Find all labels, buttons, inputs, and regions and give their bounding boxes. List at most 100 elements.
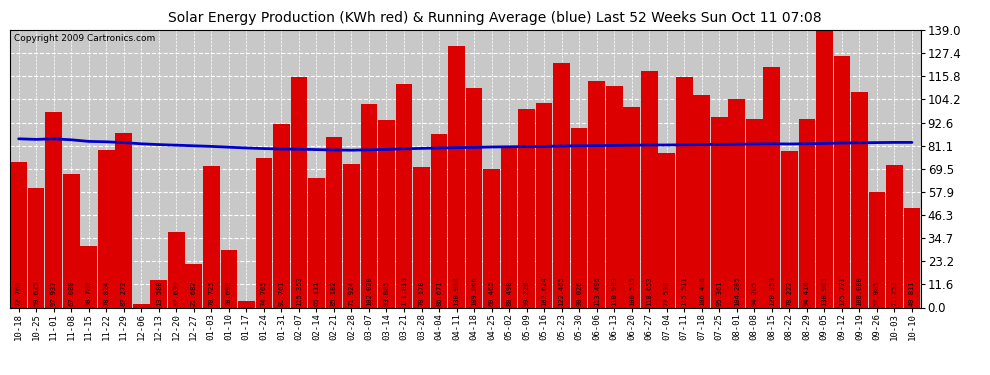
Bar	[10, 162, 27, 308]
Text: 77.538: 77.538	[663, 280, 669, 306]
Text: 94.416: 94.416	[804, 280, 810, 306]
Text: 122.465: 122.465	[558, 276, 564, 306]
Bar	[326, 138, 343, 308]
Bar	[465, 88, 482, 308]
Text: 37.639: 37.639	[173, 280, 179, 306]
Bar	[98, 150, 115, 308]
Bar	[676, 77, 693, 308]
Bar	[116, 133, 132, 308]
Text: 86.671: 86.671	[436, 280, 442, 306]
Bar	[904, 208, 921, 308]
Text: Solar Energy Production (KWh red) & Running Average (blue) Last 52 Weeks Sun Oct: Solar Energy Production (KWh red) & Runn…	[168, 11, 822, 25]
Text: 106.406: 106.406	[699, 276, 705, 306]
Bar	[658, 153, 675, 308]
Text: 87.272: 87.272	[121, 280, 127, 306]
Text: 130.988: 130.988	[453, 276, 459, 306]
Bar	[624, 107, 640, 307]
Bar	[519, 110, 535, 308]
Bar	[606, 86, 623, 308]
Bar	[221, 250, 238, 307]
Text: 115.511: 115.511	[681, 276, 687, 306]
Bar	[851, 92, 867, 308]
Text: 120.358: 120.358	[769, 276, 775, 306]
Bar	[571, 128, 587, 308]
Text: 74.705: 74.705	[261, 280, 267, 306]
Bar	[501, 147, 518, 308]
Bar	[763, 67, 780, 308]
Text: 21.682: 21.682	[191, 280, 197, 306]
Text: 97.937: 97.937	[50, 280, 56, 306]
Text: 125.771: 125.771	[839, 276, 844, 306]
Bar	[168, 232, 184, 308]
Bar	[711, 117, 728, 308]
Bar	[729, 99, 745, 308]
Text: 71.253: 71.253	[891, 280, 897, 306]
Bar	[378, 120, 395, 308]
Text: 59.625: 59.625	[34, 280, 40, 306]
Text: 102.624: 102.624	[542, 276, 547, 306]
Text: 102.020: 102.020	[366, 276, 372, 306]
Text: Copyright 2009 Cartronics.com: Copyright 2009 Cartronics.com	[15, 34, 155, 43]
Bar	[273, 124, 290, 308]
Text: 113.496: 113.496	[594, 276, 600, 306]
Bar	[781, 152, 798, 308]
Text: 13.588: 13.588	[155, 280, 161, 306]
Bar	[834, 56, 850, 308]
Bar	[693, 95, 710, 308]
Bar	[185, 264, 202, 308]
Text: 78.222: 78.222	[786, 280, 792, 306]
Bar	[63, 174, 79, 308]
Bar	[80, 246, 97, 308]
Text: 100.535: 100.535	[629, 276, 635, 306]
Text: 78.824: 78.824	[103, 280, 109, 306]
Bar	[291, 77, 307, 308]
Text: 95.361: 95.361	[717, 280, 723, 306]
Bar	[360, 104, 377, 308]
Text: 110.903: 110.903	[611, 276, 617, 306]
Text: 80.490: 80.490	[506, 280, 512, 306]
Text: 49.811: 49.811	[909, 280, 915, 306]
Text: 72.760: 72.760	[16, 280, 22, 306]
Bar	[238, 301, 254, 307]
Text: 71.924: 71.924	[348, 280, 354, 306]
Text: 93.885: 93.885	[383, 280, 389, 306]
Text: 85.182: 85.182	[331, 280, 337, 306]
Text: 99.226: 99.226	[524, 280, 530, 306]
Bar	[588, 81, 605, 308]
Bar	[868, 192, 885, 308]
Bar	[396, 84, 412, 308]
Bar	[255, 158, 272, 308]
Bar	[448, 46, 465, 308]
Bar	[746, 119, 762, 308]
Bar	[799, 119, 815, 308]
Text: 65.111: 65.111	[314, 280, 320, 306]
Text: 28.698: 28.698	[226, 280, 232, 306]
Text: 70.178: 70.178	[419, 280, 425, 306]
Text: 57.985: 57.985	[874, 280, 880, 306]
Text: 70.725: 70.725	[208, 280, 214, 306]
Bar	[344, 164, 359, 308]
Bar	[536, 103, 552, 308]
Text: 94.205: 94.205	[751, 280, 757, 306]
Bar	[46, 112, 62, 308]
Text: 111.818: 111.818	[401, 276, 407, 306]
Text: 108.080: 108.080	[856, 276, 862, 306]
Text: 30.780: 30.780	[86, 280, 92, 306]
Text: 67.080: 67.080	[68, 280, 74, 306]
Text: 90.026: 90.026	[576, 280, 582, 306]
Text: 118.653: 118.653	[646, 276, 652, 306]
Bar	[483, 169, 500, 308]
Bar	[308, 177, 325, 308]
Bar	[641, 70, 657, 308]
Bar	[886, 165, 903, 308]
Bar	[150, 280, 167, 308]
Text: 115.353: 115.353	[296, 276, 302, 306]
Text: 69.465: 69.465	[489, 280, 495, 306]
Bar	[816, 30, 833, 308]
Bar	[553, 63, 570, 308]
Text: 91.761: 91.761	[278, 280, 284, 306]
Text: 109.866: 109.866	[471, 276, 477, 306]
Text: 104.205: 104.205	[734, 276, 740, 306]
Bar	[203, 166, 220, 308]
Bar	[431, 135, 447, 308]
